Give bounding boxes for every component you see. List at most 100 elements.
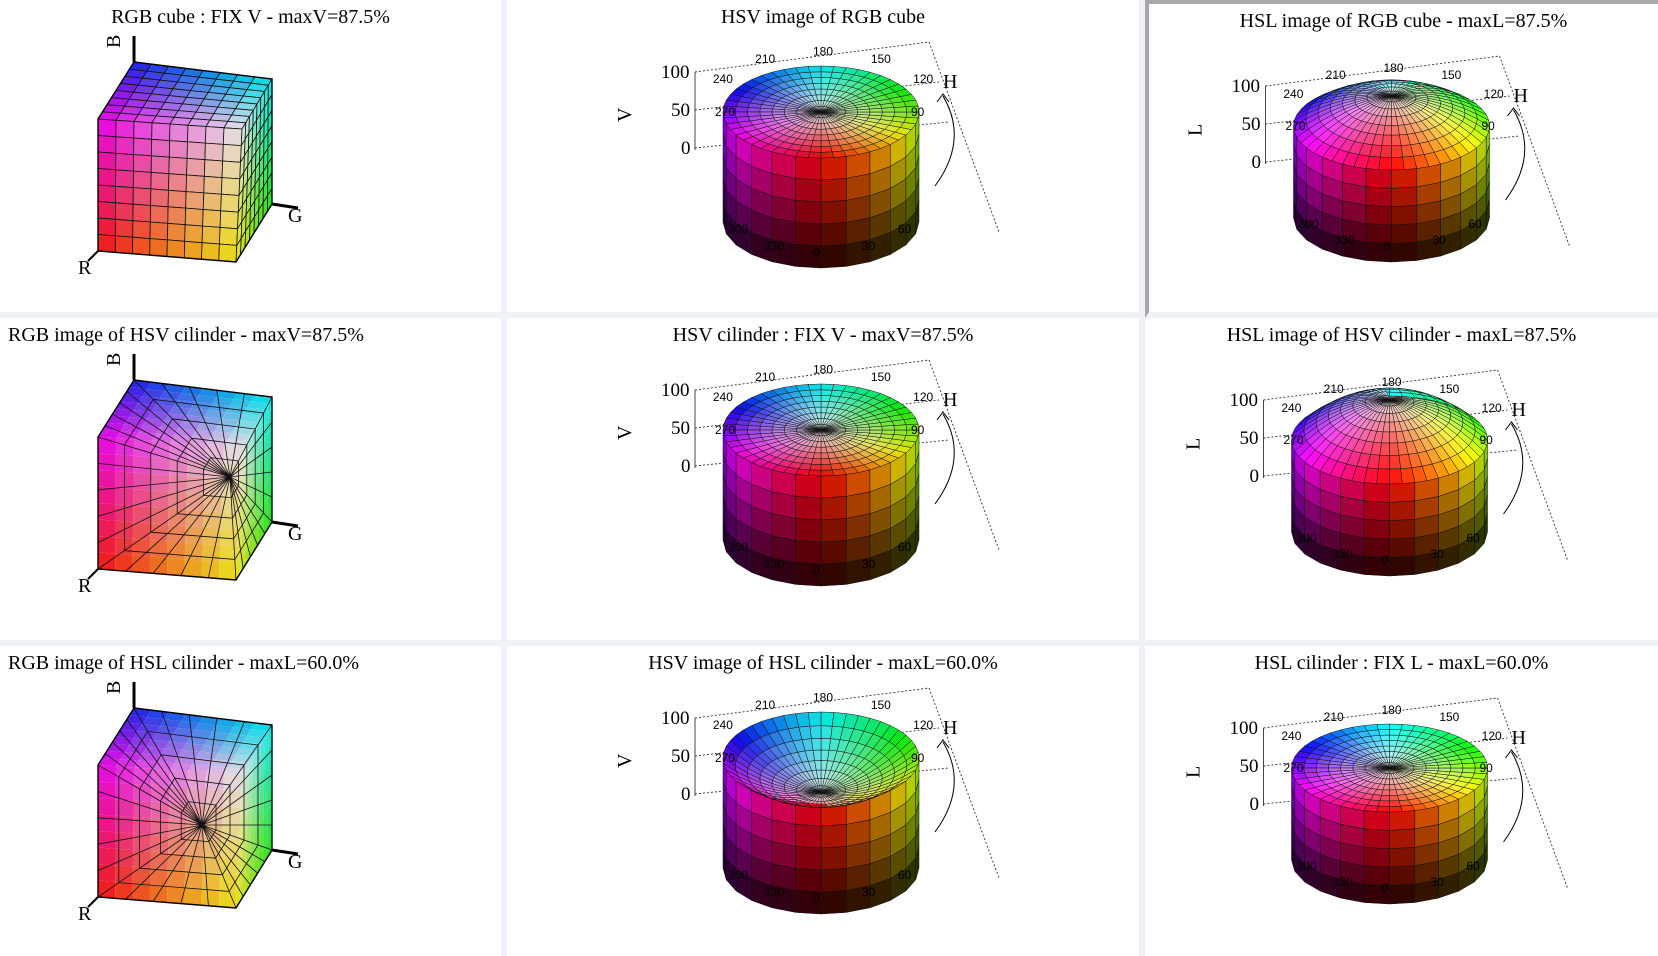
cube-cell [222, 807, 241, 825]
top-cell [1389, 740, 1398, 747]
mesh-line [201, 824, 237, 909]
mesh-line [97, 476, 231, 517]
cube-cell [247, 460, 253, 484]
cube-cell [229, 399, 251, 408]
wall-cell [1391, 241, 1418, 263]
cube-cell [115, 766, 134, 784]
cube-cell [268, 725, 272, 747]
top-cell [820, 749, 830, 761]
v-tick-100: 100 [661, 708, 690, 729]
mesh-line [112, 741, 203, 826]
hue-tick-0: 0 [813, 891, 820, 905]
h-arrow-head [936, 739, 950, 749]
h-arrow [1503, 751, 1524, 843]
top-cell [759, 425, 773, 431]
mesh-line [97, 476, 231, 543]
top-cell [735, 424, 749, 431]
v-axis-label: L [1183, 766, 1205, 778]
mesh-line [125, 476, 231, 572]
mesh-line [126, 391, 231, 478]
cube-cell [268, 756, 272, 779]
top-cell [809, 725, 822, 739]
mesh-ring [139, 754, 245, 876]
panel-rgb-image-hsl-cilinder: RGB image of HSL cilinder - maxL=60.0% B… [0, 646, 507, 956]
wall-cell [1363, 482, 1390, 503]
cube-cell [133, 403, 156, 412]
mesh-line [229, 476, 237, 581]
cube-cell [267, 803, 272, 826]
frame-line [694, 687, 930, 719]
cube-cell [115, 881, 133, 900]
cube-cell [184, 542, 203, 561]
cube-cell [255, 447, 261, 471]
v-tick-0: 0 [1250, 466, 1260, 487]
hue-tick-180: 180 [813, 691, 833, 705]
top-cell [1381, 134, 1392, 147]
h-arrow [934, 413, 955, 505]
cube-cell [192, 758, 214, 766]
cube-cell [174, 428, 197, 437]
cube-cell [151, 122, 171, 142]
cube-cell [239, 818, 244, 842]
hue-tick-270: 270 [1286, 119, 1306, 133]
cube-cell [169, 786, 188, 805]
plot-area: B G R [78, 681, 302, 925]
cube-cell [166, 239, 186, 259]
cube-cell [243, 795, 249, 819]
top-cell [812, 452, 822, 460]
wall-cell [1365, 168, 1392, 189]
hue-tick-120: 120 [913, 72, 933, 86]
cube-cell [187, 124, 207, 144]
cube-cell [263, 794, 268, 817]
cube-cell [250, 814, 256, 838]
top-cell [771, 426, 785, 431]
cube-cell [227, 433, 250, 441]
cube-cell [120, 424, 143, 433]
cube-cell [181, 714, 203, 724]
cube-cell [97, 135, 117, 154]
cube-cell [200, 744, 222, 754]
cube-cell [168, 819, 187, 838]
mesh-line [201, 774, 273, 826]
wall-cell [1389, 519, 1416, 540]
cube-cell [167, 885, 185, 904]
cube-cell [115, 799, 134, 818]
cube-cell [201, 225, 221, 245]
plot-area: 100 50 0 L 0 30 60 90 120 150 180 210 240 270 300 330 H [1185, 55, 1570, 263]
cube-cell [247, 729, 269, 738]
cube-cell [196, 423, 218, 432]
mesh-line [201, 824, 273, 851]
cube-cell [247, 477, 252, 500]
cube-cell [188, 764, 210, 773]
cube-cell [263, 762, 269, 786]
hue-tick-270: 270 [715, 423, 735, 437]
plot-area: 100 50 0 L 0 30 60 90 120 150 180 210 240 270 300 330 H [1183, 697, 1568, 905]
hue-tick-210: 210 [1324, 710, 1344, 724]
cube-cell [138, 724, 160, 733]
mesh-line [97, 476, 231, 570]
cube-cell [149, 221, 169, 241]
top-cell [1378, 156, 1392, 171]
cube-outline [97, 707, 273, 909]
mesh-line [229, 476, 273, 523]
cube-cell [240, 457, 246, 481]
hue-tick-180: 180 [1382, 703, 1402, 717]
top-cell [1383, 125, 1392, 136]
cube-cell [132, 555, 150, 574]
cube-cell [202, 192, 222, 212]
cube-cell [146, 710, 169, 720]
panel-title: HSL image of RGB cube - maxL=87.5% [1239, 10, 1568, 32]
cube-cell [213, 425, 236, 433]
mesh-line [161, 383, 231, 478]
top-cell [807, 383, 822, 391]
cube-cell [133, 817, 152, 835]
hue-tick-270: 270 [715, 105, 735, 119]
top-cell [820, 77, 831, 84]
cube-cell [220, 512, 239, 531]
cube-cell [231, 754, 254, 763]
cube-cell [111, 736, 134, 746]
top-cell [1377, 800, 1390, 807]
wall-cell [1363, 500, 1390, 522]
cube-cell [187, 443, 206, 462]
h-arrow-head [936, 93, 950, 103]
